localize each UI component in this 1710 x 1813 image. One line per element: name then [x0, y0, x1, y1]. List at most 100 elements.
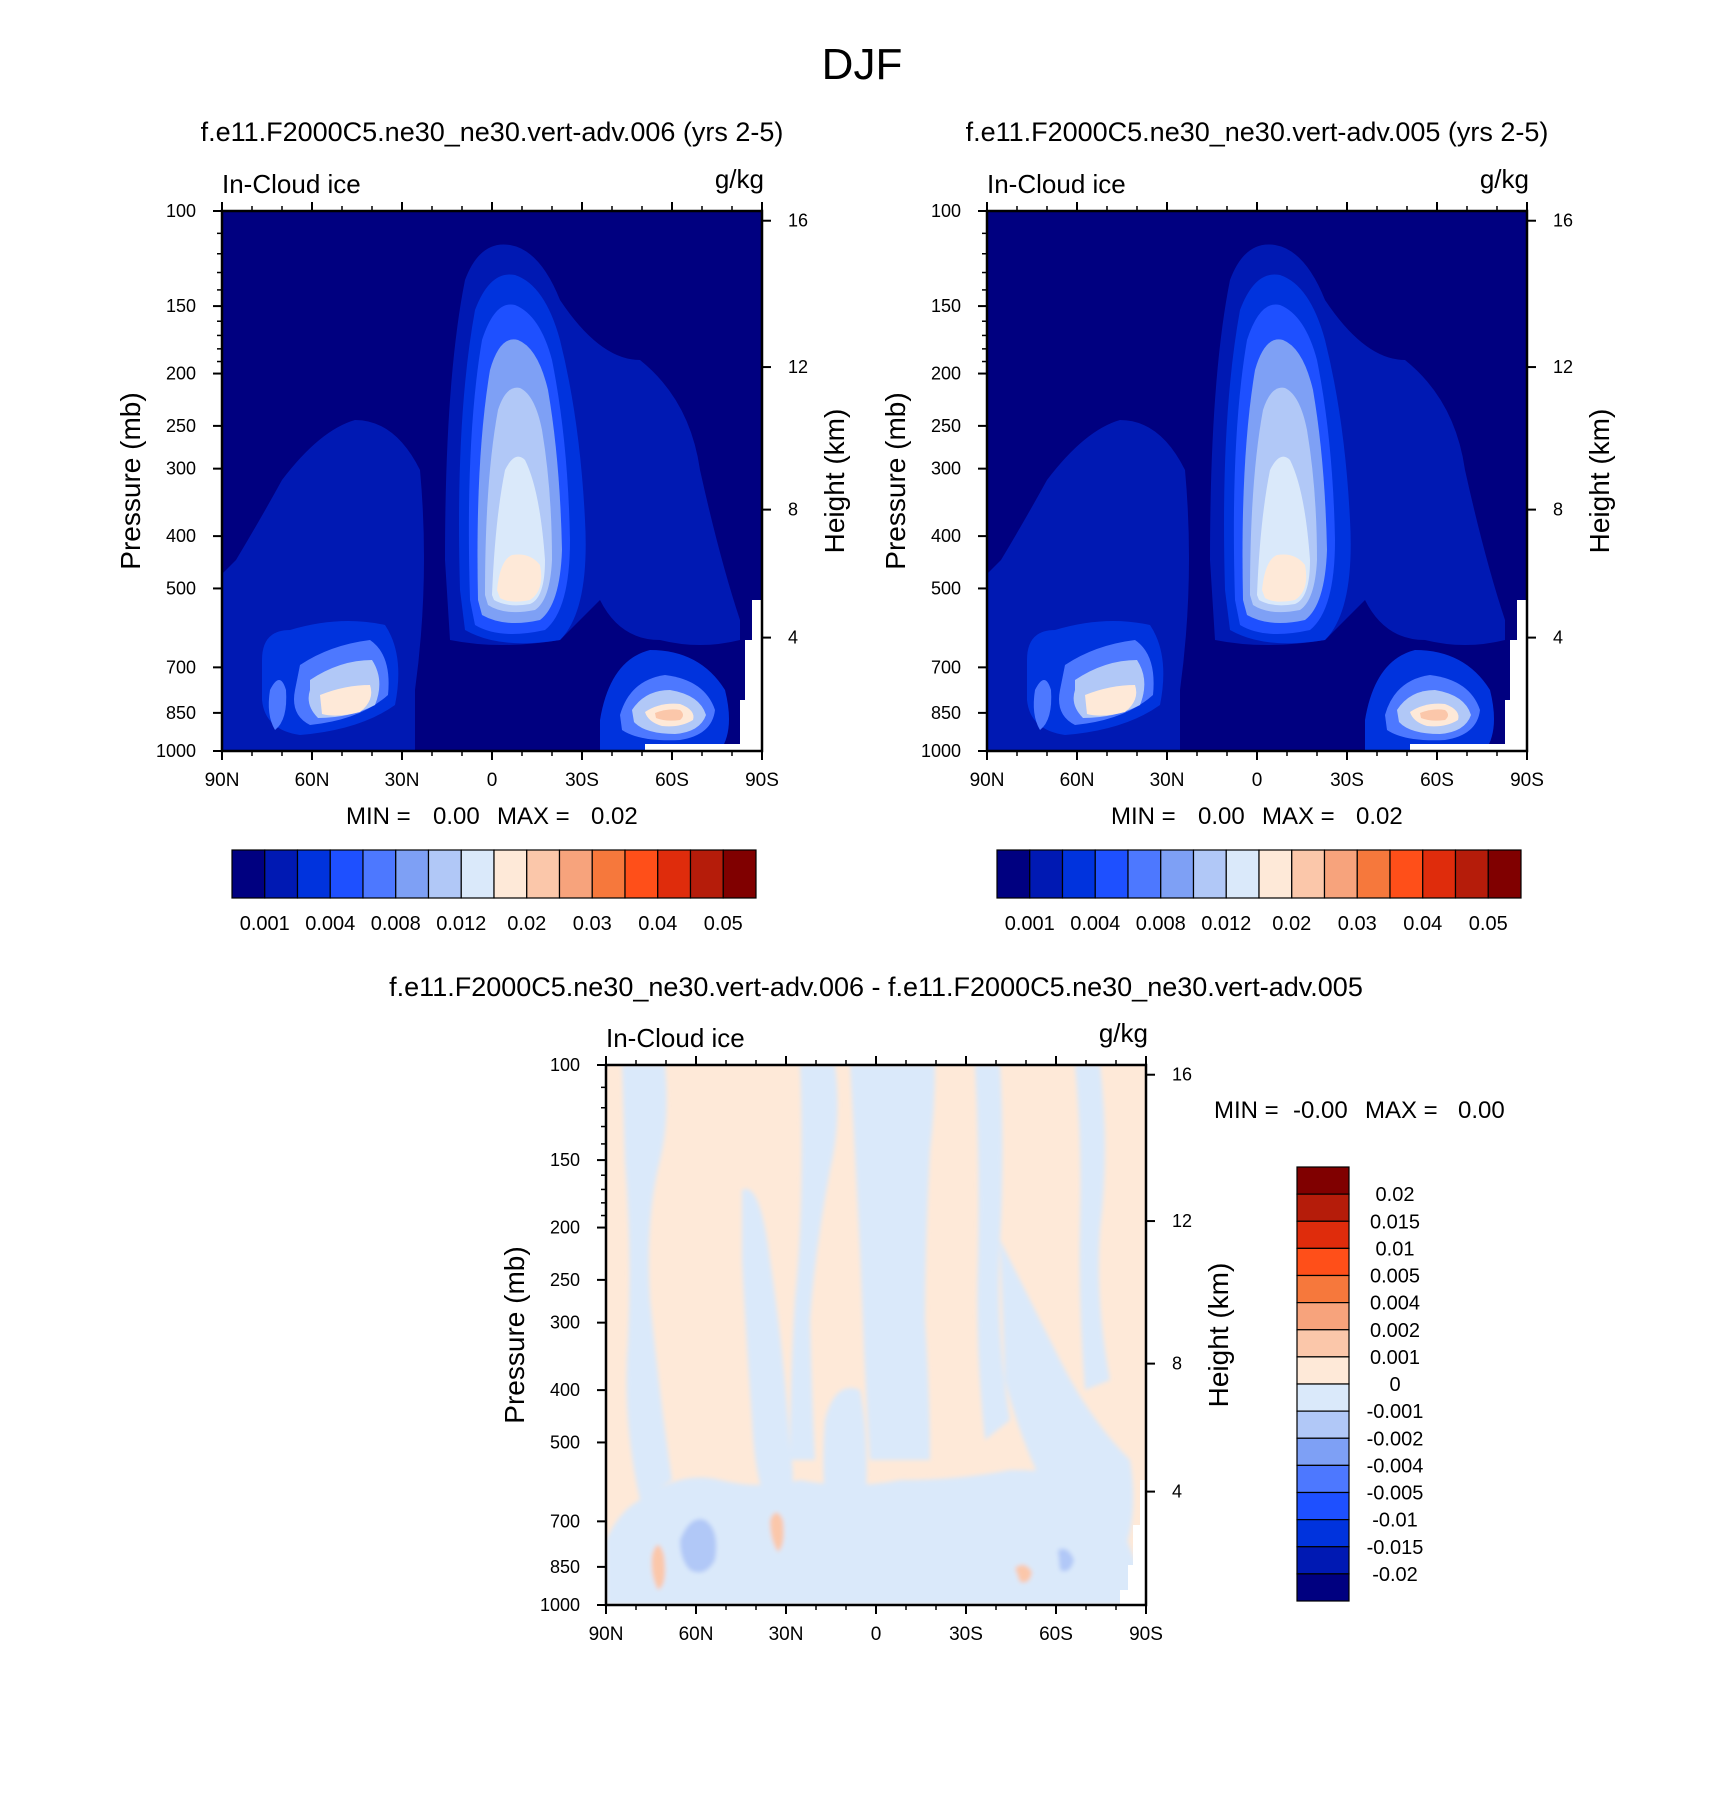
panel-c-neg-blob-1 [680, 1519, 717, 1573]
colorbar-box [1296, 1274, 1350, 1304]
colorbar-box [591, 849, 626, 899]
x-tick-label: 30S [1330, 770, 1364, 791]
panel-b-field-label: In-Cloud ice [987, 169, 1126, 199]
panel-b-contour-nh-6 [1033, 680, 1052, 730]
colorbar-label: 0.002 [1370, 1320, 1420, 1342]
colorbar-label: 0.012 [436, 913, 486, 935]
y-tick-label: 200 [166, 364, 196, 384]
y-tick-label: 700 [931, 657, 961, 677]
colorbar-label: 0.004 [1070, 913, 1120, 935]
y-tick-label: 400 [931, 526, 961, 546]
colorbar-box [1192, 849, 1227, 899]
colorbar-box [1323, 849, 1358, 899]
panel-a-title: f.e11.F2000C5.ne30_ne30.vert-adv.006 (yr… [201, 117, 784, 147]
x-tick-label: 90N [205, 770, 240, 791]
colorbar-label: 0.005 [1370, 1266, 1420, 1288]
panel-b-min-value: 0.00 [1198, 803, 1245, 830]
colorbar-label: 0.001 [1005, 913, 1055, 935]
panel-b-contour-nh-5 [1085, 685, 1137, 716]
colorbar-label: 0.02 [1272, 913, 1311, 935]
panel-c-neg-band-3 [790, 1065, 838, 1460]
colorbar-box [1061, 849, 1096, 899]
y-tick-label: 150 [166, 296, 196, 316]
x-tick-label: 30N [769, 1624, 804, 1645]
y-axis-label: Pressure (mb) [115, 392, 146, 569]
colorbar-label: 0.04 [1403, 913, 1442, 935]
colorbar-label: -0.001 [1367, 1401, 1424, 1423]
x-tick-label: 60N [679, 1624, 714, 1645]
panel-c-colorbar: 0.02 0.015 0.01 0.005 0.004 0.002 0.001 0 -0.001… [1296, 1166, 1424, 1602]
colorbar-label: 0.008 [1136, 913, 1186, 935]
y-tick-label: 150 [931, 296, 961, 316]
y-right-tick-label: 8 [788, 500, 798, 520]
panel-a-plot-area [222, 211, 762, 751]
panel-c-neg-band-5 [850, 1065, 935, 1460]
y-right-tick-label: 16 [788, 211, 808, 231]
y-tick-label: 400 [166, 526, 196, 546]
panel-c-min-label: MIN = [1214, 1097, 1279, 1124]
colorbar-label: 0.02 [507, 913, 546, 935]
y-right-tick-label: 12 [1172, 1211, 1192, 1231]
panel-a: f.e11.F2000C5.ne30_ne30.vert-adv.006 (yr… [115, 117, 850, 935]
x-tick-label: 90S [1129, 1624, 1163, 1645]
colorbar-label: -0.002 [1367, 1428, 1424, 1450]
y-right-tick-label: 4 [1553, 628, 1563, 648]
panel-b-units: g/kg [1480, 164, 1529, 194]
panel-a-contour-nh-6 [268, 680, 287, 730]
y-tick-label: 700 [550, 1511, 580, 1531]
colorbar-box [1296, 1573, 1350, 1602]
colorbar-label: 0.03 [1338, 913, 1377, 935]
colorbar-label: 0.05 [704, 913, 743, 935]
colorbar-label: 0.04 [638, 913, 677, 935]
y-tick-label: 100 [166, 201, 196, 221]
colorbar-box [1296, 1383, 1350, 1412]
colorbar-label: -0.015 [1367, 1537, 1424, 1559]
colorbar-box [1296, 1464, 1350, 1494]
panel-c-neg-band-1 [622, 1065, 672, 1500]
x-tick-label: 60S [655, 770, 689, 791]
colorbar-box [1127, 849, 1162, 899]
colorbar-box [1296, 1220, 1350, 1249]
panel-b-min-label: MIN = [1111, 803, 1176, 830]
y-tick-label: 500 [931, 578, 961, 598]
y-right-axis-label: Height (km) [1203, 1263, 1234, 1408]
y-right-tick-label: 8 [1553, 500, 1563, 520]
panel-b-max-value: 0.02 [1356, 803, 1403, 830]
panel-c-units: g/kg [1099, 1018, 1148, 1048]
colorbar-box [996, 849, 1031, 899]
panel-b-axes: 90N 60N 30N 0 30S 60S 90S 100 150 200 250 300 400 500… [880, 201, 1615, 791]
colorbar-label: -0.01 [1372, 1510, 1418, 1532]
y-tick-label: 400 [550, 1380, 580, 1400]
panel-c-axes: 90N 60N 30N 0 30S 60S 90S 100 150 200 250 300 400 500… [499, 1055, 1234, 1645]
colorbar-box [526, 849, 561, 899]
x-tick-label: 60N [295, 770, 330, 791]
panel-c-pos-blob-2 [770, 1512, 784, 1552]
y-tick-label: 850 [166, 703, 196, 723]
panel-a-colorbar: 0.001 0.004 0.008 0.012 0.02 0.03 0.04 0.05 [231, 849, 757, 935]
y-right-axis-label: Height (km) [819, 409, 850, 554]
colorbar-box [1296, 1329, 1350, 1358]
x-tick-label: 30S [949, 1624, 983, 1645]
y-tick-label: 300 [550, 1313, 580, 1333]
panel-a-contour-sh-5 [655, 709, 683, 721]
y-tick-label: 850 [931, 703, 961, 723]
panel-b: f.e11.F2000C5.ne30_ne30.vert-adv.005 (yr… [880, 117, 1615, 935]
colorbar-box [1029, 849, 1064, 899]
x-tick-label: 90N [970, 770, 1005, 791]
colorbar-box [1296, 1193, 1350, 1222]
panel-c-min-value: -0.00 [1293, 1097, 1348, 1124]
y-tick-label: 1000 [921, 741, 961, 761]
x-tick-label: 90S [745, 770, 779, 791]
x-tick-label: 30N [385, 770, 420, 791]
panel-c-pos-blob-1 [651, 1545, 666, 1590]
colorbar-box [558, 849, 593, 899]
colorbar-box [1296, 1166, 1350, 1195]
colorbar-box [1356, 849, 1391, 899]
colorbar-box [296, 849, 331, 899]
y-tick-label: 300 [931, 459, 961, 479]
colorbar-box [722, 849, 757, 899]
panel-c-neg-blob-2 [1058, 1548, 1074, 1572]
panel-c-title: f.e11.F2000C5.ne30_ne30.vert-adv.006 - f… [389, 972, 1363, 1002]
colorbar-box [624, 849, 659, 899]
